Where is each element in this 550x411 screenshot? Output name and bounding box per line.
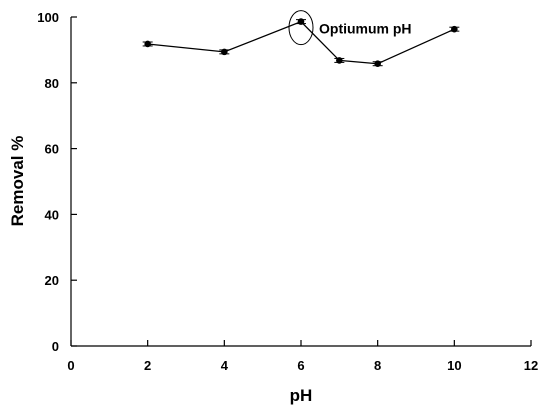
data-point: [221, 48, 228, 56]
annotation-label: Optiumum pH: [319, 21, 412, 37]
series-layer: [142, 18, 460, 68]
data-point: [336, 57, 343, 64]
y-axis-ticks: 0 20 40 60 80 100: [37, 10, 77, 354]
y-tick-label: 20: [45, 273, 59, 288]
data-point: [451, 25, 458, 33]
x-tick-label: 10: [447, 358, 461, 373]
x-tick-label: 8: [374, 358, 381, 373]
series-line: [147, 20, 455, 65]
y-tick-label: 80: [45, 76, 59, 91]
data-point: [374, 60, 381, 68]
y-tick-label: 100: [37, 10, 59, 25]
data-point: [297, 18, 305, 25]
y-axis-title: Removal %: [8, 136, 27, 227]
x-tick-label: 0: [67, 358, 74, 373]
x-axis-title: pH: [290, 386, 313, 405]
x-tick-label: 4: [221, 358, 229, 373]
x-tick-label: 12: [524, 358, 538, 373]
plot-area: 0 2 4 6 8 10 12 0 20 40 60 80 100 Optiumum pH: [37, 10, 538, 373]
annotation-ellipse: [288, 10, 314, 46]
y-tick-label: 0: [52, 339, 59, 354]
x-tick-label: 2: [144, 358, 151, 373]
x-axis-ticks: 0 2 4 6 8 10 12: [67, 340, 538, 373]
y-tick-label: 60: [45, 142, 59, 157]
annotation-layer: Optiumum pH: [288, 10, 412, 46]
data-point: [144, 40, 151, 48]
y-tick-label: 40: [45, 207, 59, 222]
x-tick-label: 6: [297, 358, 304, 373]
